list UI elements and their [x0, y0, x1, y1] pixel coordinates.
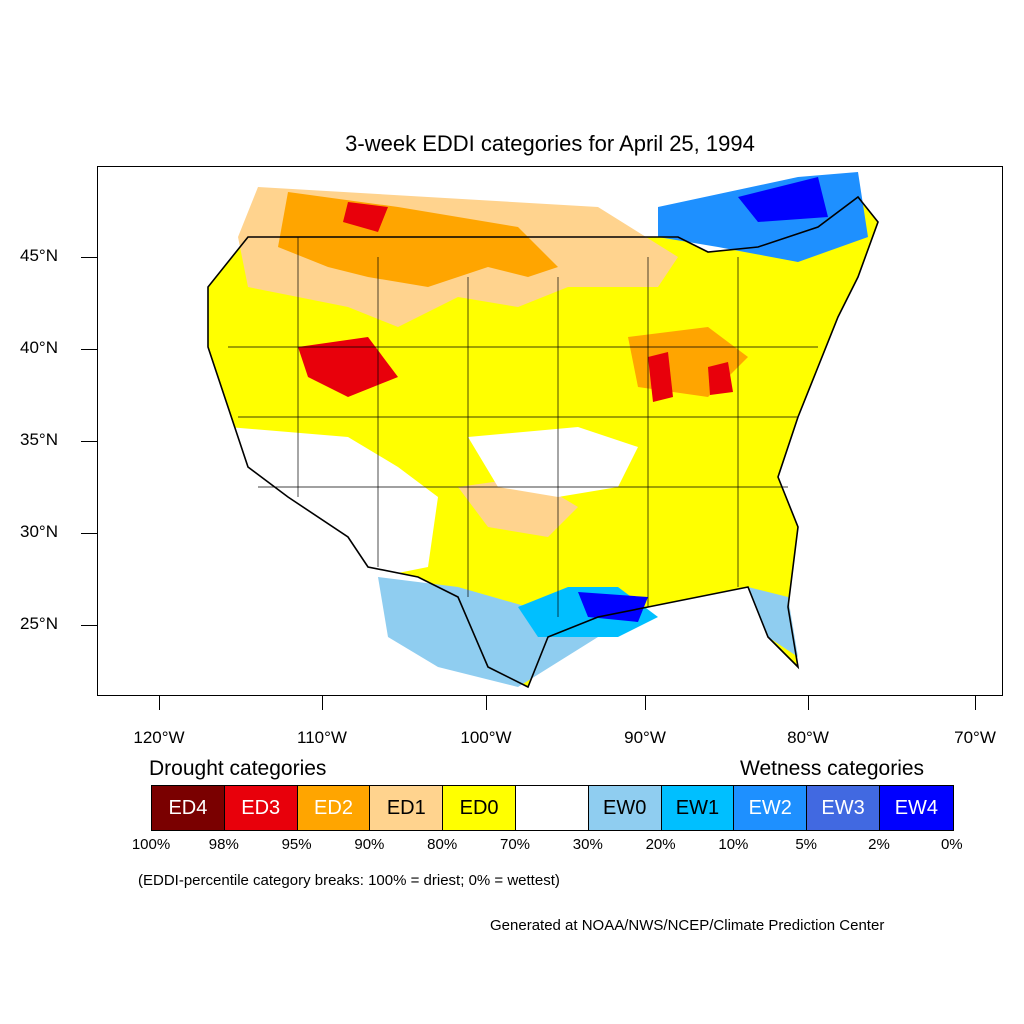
lat-tick	[81, 257, 97, 258]
percent-break-label: 5%	[795, 836, 818, 853]
lat-tick	[81, 349, 97, 350]
lat-label-45: 45°N	[20, 246, 58, 265]
percent-break-label: 100%	[131, 836, 171, 853]
lat-tick	[81, 441, 97, 442]
ed3-region	[343, 202, 388, 232]
legend-box-ew1: EW1	[661, 786, 735, 830]
legend-box-ew0: EW0	[588, 786, 662, 830]
legend-box-ew4: EW4	[879, 786, 953, 830]
legend-box-normal	[515, 786, 589, 830]
percent-break-label: 98%	[208, 836, 239, 853]
legend-box-ed1: ED1	[370, 786, 444, 830]
percent-break-label: 70%	[499, 836, 531, 853]
lat-label-30: 30°N	[20, 522, 58, 541]
coastline	[207, 195, 879, 689]
lon-label-100: 100°W	[460, 728, 512, 747]
lon-label-70: 70°W	[954, 728, 996, 747]
percent-break-label: 30%	[572, 836, 603, 853]
legend-box-ed0: ED0	[443, 786, 516, 830]
ed3-region-3	[648, 352, 673, 402]
normal-region-southwest	[228, 427, 438, 577]
lon-tick	[322, 696, 323, 710]
percent-break-label: 20%	[645, 836, 676, 853]
category-legend: ED4 ED3 ED2 ED1 ED0 EW0 EW1 EW2 EW3 EW4	[151, 785, 954, 831]
percent-break-label: 90%	[354, 836, 385, 853]
eddi-map	[207, 172, 879, 689]
ew4-region-northeast	[738, 177, 828, 222]
legend-box-ed4: ED4	[152, 786, 225, 830]
wetness-heading: Wetness categories	[740, 757, 925, 780]
lat-label-35: 35°N	[20, 430, 58, 449]
map-area	[97, 166, 1003, 696]
lon-label-120: 120°W	[133, 728, 185, 747]
ed3-region-4	[708, 362, 733, 395]
lon-tick	[808, 696, 809, 710]
lon-label-90: 90°W	[624, 728, 666, 747]
drought-heading: Drought categories	[149, 757, 327, 780]
lon-tick	[975, 696, 976, 710]
ed3-region-2	[298, 337, 398, 397]
legend-box-ew3: EW3	[807, 786, 880, 830]
percent-break-label: 10%	[718, 836, 749, 853]
lat-tick	[81, 625, 97, 626]
lon-tick	[486, 696, 487, 710]
lat-label-25: 25°N	[20, 614, 58, 633]
normal-region-central	[468, 427, 638, 497]
lon-label-110: 110°W	[297, 728, 347, 747]
legend-box-ed3: ED3	[224, 786, 298, 830]
percent-break-label: 95%	[281, 836, 312, 853]
lon-label-80: 80°W	[787, 728, 829, 747]
percent-break-label: 2%	[868, 836, 890, 853]
percent-break-label: 0%	[940, 836, 963, 853]
map-title: 3-week EDDI categories for April 25, 199…	[345, 131, 755, 156]
legend-box-ew2: EW2	[734, 786, 808, 830]
percent-break-label: 80%	[427, 836, 458, 853]
state-borders	[228, 237, 818, 617]
lon-tick	[645, 696, 646, 710]
lat-tick	[81, 533, 97, 534]
lat-label-40: 40°N	[20, 338, 58, 357]
ew4-region-gulf	[578, 592, 648, 622]
lon-tick	[159, 696, 160, 710]
ew0-region-florida	[748, 587, 798, 657]
legend-box-ed2: ED2	[297, 786, 371, 830]
credit-line: Generated at NOAA/NWS/NCEP/Climate Predi…	[490, 917, 885, 934]
legend-note: (EDDI-percentile category breaks: 100% =…	[138, 872, 560, 889]
